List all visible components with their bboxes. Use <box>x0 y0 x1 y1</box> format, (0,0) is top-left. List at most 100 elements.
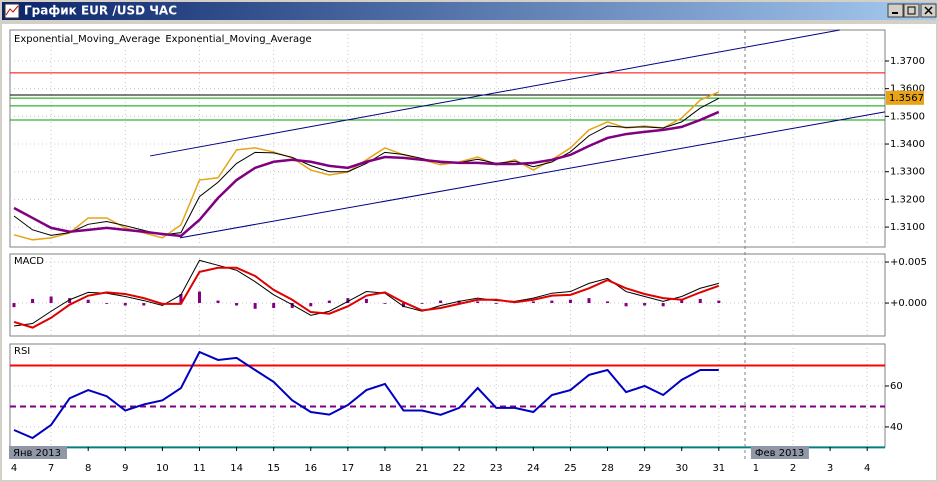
y-tick-label: 60 <box>890 381 903 392</box>
histogram-bar <box>439 300 443 304</box>
legend-entry: Exponential_Moving_Average <box>14 34 160 45</box>
legend-entry: Exponential_Moving_Average <box>165 34 311 45</box>
panel-title: MACD <box>14 256 44 267</box>
x-tick-label: 14 <box>230 463 243 474</box>
histogram-bar <box>197 291 201 304</box>
x-tick-label: 23 <box>490 463 503 474</box>
last-price-box <box>886 90 924 105</box>
histogram-bar <box>309 303 313 307</box>
panel-title: RSI <box>14 346 30 357</box>
y-tick-label: 1.3600 <box>890 84 925 95</box>
x-tick-label: 2 <box>790 463 796 474</box>
histogram-bar <box>272 303 276 308</box>
histogram-bar <box>717 300 721 304</box>
y-tick-label: 1.3200 <box>890 194 925 205</box>
histogram-bar <box>179 294 183 304</box>
histogram-bar <box>31 298 35 304</box>
series-line <box>13 97 720 236</box>
histogram-bar <box>698 298 702 304</box>
histogram-bar <box>253 303 257 309</box>
x-tick-label: 22 <box>453 463 466 474</box>
x-tick-label: 17 <box>341 463 354 474</box>
month-label-box <box>9 446 68 459</box>
histogram-bar <box>327 300 331 304</box>
x-tick-label: 31 <box>712 463 725 474</box>
trend-line <box>150 29 840 157</box>
last-price-label: 1.3567 <box>889 93 924 104</box>
x-tick-label: 1 <box>753 463 759 474</box>
series-line <box>13 350 719 440</box>
x-tick-label: 15 <box>267 463 280 474</box>
x-tick-label: 4 <box>864 463 870 474</box>
series-line <box>13 110 720 238</box>
x-tick-label: 9 <box>122 463 128 474</box>
series-line <box>13 259 719 327</box>
histogram-bar <box>494 303 498 304</box>
x-tick-label: 3 <box>827 463 833 474</box>
histogram-bar <box>235 303 239 306</box>
histogram-bar <box>49 296 53 304</box>
histogram-bar <box>680 299 684 304</box>
histogram-bar <box>587 298 591 304</box>
histogram-bar <box>105 303 109 304</box>
month-label: Фев 2013 <box>755 448 804 459</box>
y-tick-label: 40 <box>890 422 903 433</box>
x-tick-label: 7 <box>48 463 54 474</box>
histogram-bar <box>420 303 424 304</box>
x-tick-label: 4 <box>11 463 17 474</box>
histogram-bar <box>661 303 665 307</box>
histogram-bar <box>12 303 16 308</box>
window-buttons[interactable] <box>887 3 937 18</box>
histogram-bar <box>123 303 127 306</box>
x-tick-label: 28 <box>601 463 614 474</box>
maximize-button[interactable] <box>903 3 920 18</box>
histogram-bar <box>68 298 72 304</box>
y-tick-label: 1.3400 <box>890 139 925 150</box>
maximize-glyph <box>907 6 916 15</box>
histogram-bar <box>383 303 387 304</box>
title-bar <box>2 2 936 20</box>
panel <box>9 253 886 337</box>
histogram-bar <box>606 301 610 304</box>
month-label: Янв 2013 <box>13 448 61 459</box>
x-tick-label: 8 <box>85 463 91 474</box>
x-tick-label: 21 <box>416 463 429 474</box>
window-title: График EUR /USD ЧАС <box>24 4 177 18</box>
panel <box>9 343 886 448</box>
month-label-box <box>750 446 809 459</box>
y-tick-label: +0.005 <box>890 257 927 268</box>
histogram-bar <box>142 303 146 306</box>
y-tick-label: 1.3100 <box>890 222 925 233</box>
histogram-bar <box>531 301 535 304</box>
histogram-bar <box>624 303 628 307</box>
histogram-bar <box>216 300 220 304</box>
histogram-bar <box>346 298 350 304</box>
histogram-bar <box>476 301 480 304</box>
histogram-bar <box>643 303 647 306</box>
histogram-bar <box>568 299 572 304</box>
x-tick-label: 24 <box>527 463 540 474</box>
x-tick-label: 11 <box>193 463 206 474</box>
y-tick-label: 1.3700 <box>890 56 925 67</box>
close-glyph <box>924 6 933 15</box>
trend-line <box>179 111 886 239</box>
y-tick-label: 1.3300 <box>890 167 925 178</box>
x-tick-label: 16 <box>304 463 317 474</box>
app-icon-glyph <box>5 5 19 16</box>
x-tick-label: 10 <box>156 463 169 474</box>
histogram-bar <box>550 300 554 304</box>
histogram-bar <box>86 299 90 304</box>
y-tick-label: 1.3500 <box>890 111 925 122</box>
histogram-bar <box>364 298 368 304</box>
x-tick-label: 29 <box>638 463 651 474</box>
minimize-button[interactable] <box>887 3 904 18</box>
y-tick-label: +0.000 <box>890 298 927 309</box>
histogram-bar <box>290 303 294 308</box>
x-tick-label: 25 <box>564 463 577 474</box>
series-line <box>13 266 720 329</box>
panel <box>9 29 886 248</box>
x-tick-label: 30 <box>675 463 688 474</box>
x-tick-label: 18 <box>379 463 392 474</box>
